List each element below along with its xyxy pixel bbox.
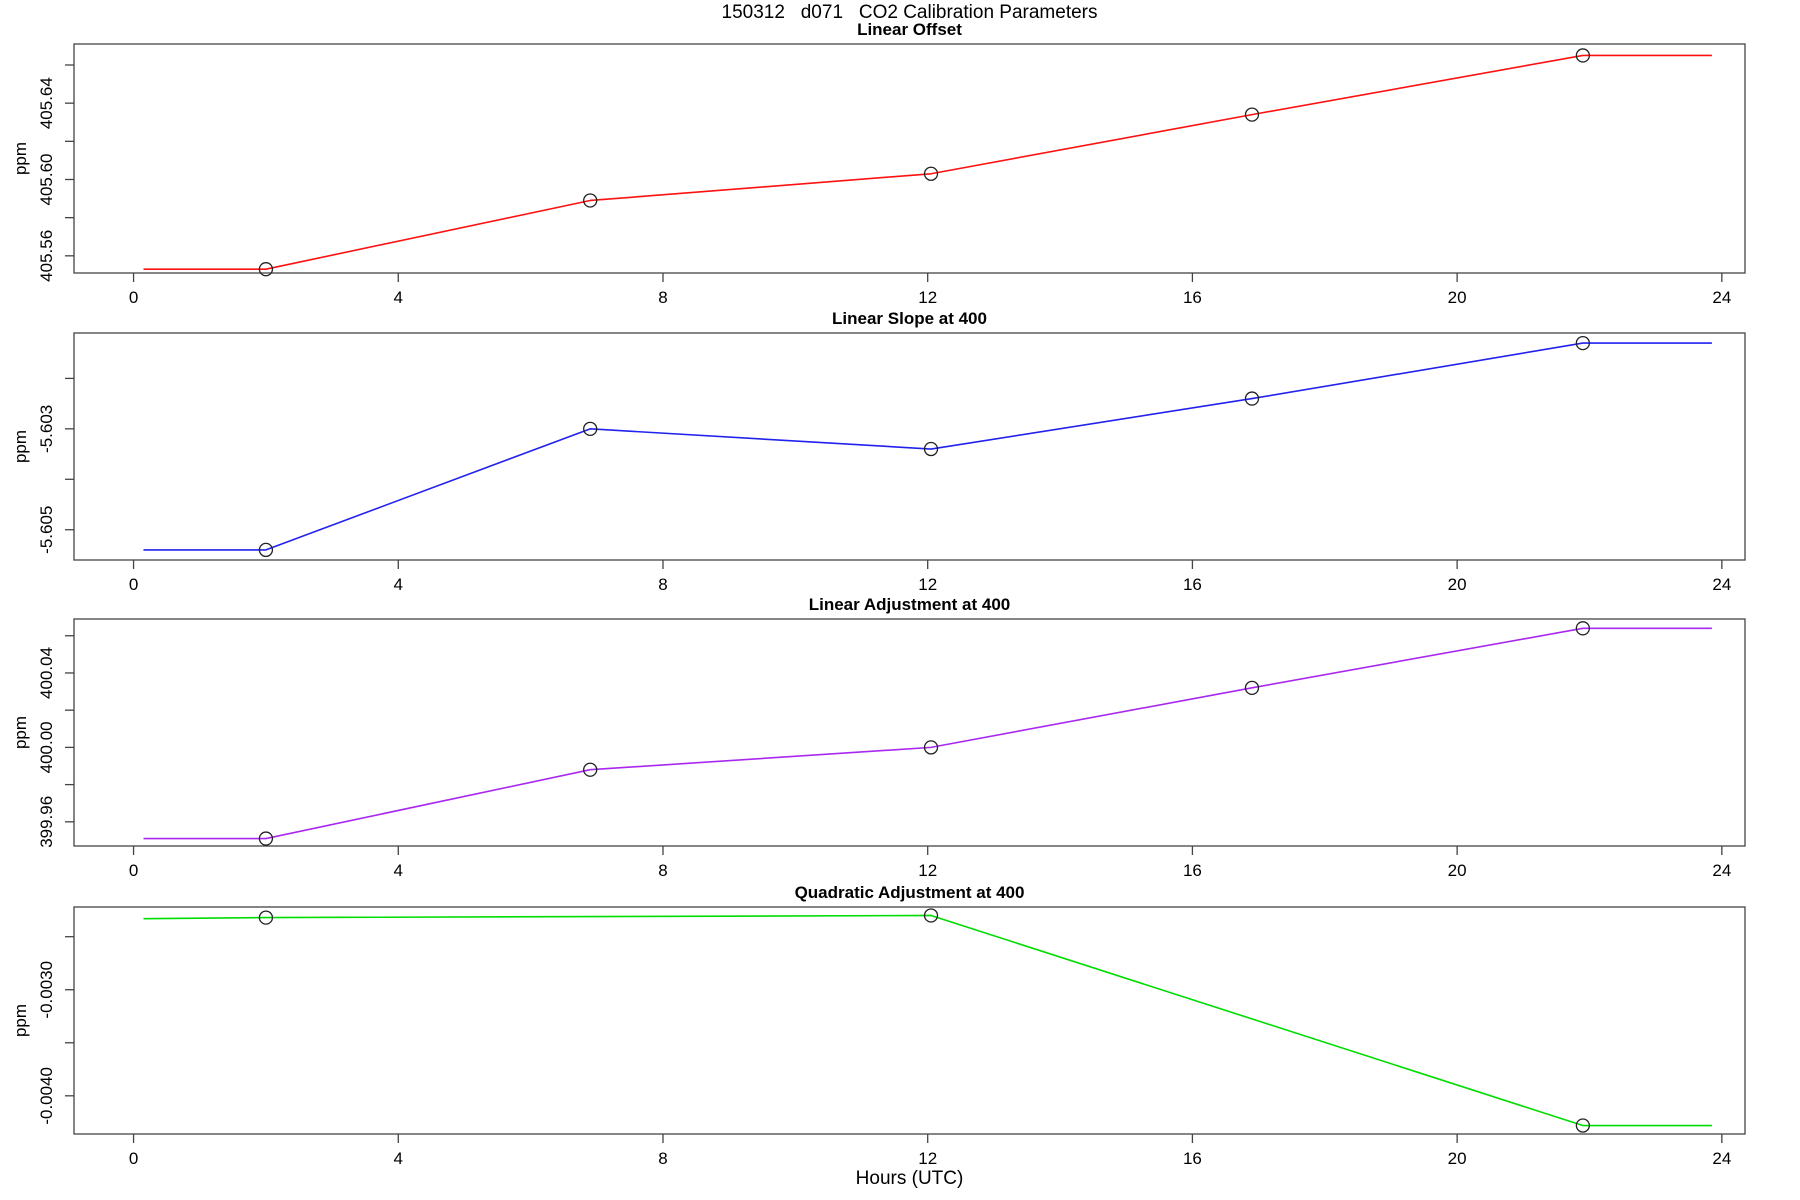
x-tick-label: 8 (658, 1149, 667, 1168)
x-tick-label: 24 (1712, 861, 1731, 880)
x-tick-label: 4 (394, 1149, 403, 1168)
data-point-marker (1244, 680, 1260, 695)
y-axis-label: ppm (11, 430, 30, 463)
x-tick-label: 0 (129, 1149, 138, 1168)
panel-title: Linear Slope at 400 (832, 309, 987, 328)
x-tick-label: 12 (918, 861, 937, 880)
panel-frame (73, 332, 1746, 561)
y-axis-label: ppm (11, 1004, 30, 1037)
x-tick-label: 8 (658, 575, 667, 594)
panel-frame (73, 43, 1746, 274)
x-tick-label: 12 (918, 575, 937, 594)
x-tick-label: 12 (918, 1149, 937, 1168)
x-tick-label: 16 (1183, 861, 1202, 880)
y-tick-label: 400.04 (37, 647, 56, 699)
x-tick-label: 20 (1448, 1149, 1467, 1168)
panel-frame (73, 906, 1746, 1135)
x-tick-label: 24 (1712, 575, 1731, 594)
y-tick-label: 405.56 (37, 230, 56, 282)
x-tick-label: 24 (1712, 288, 1731, 307)
data-line (143, 342, 1712, 551)
y-tick-label: 405.64 (37, 77, 56, 129)
y-tick-label: 400.00 (37, 721, 56, 773)
panel-frame (73, 618, 1746, 847)
data-point-marker (923, 740, 939, 755)
page-title: 150312 d071 CO2 Calibration Parameters (721, 2, 1098, 23)
data-point-marker (1575, 1118, 1591, 1133)
data-point-marker (923, 908, 939, 923)
panel-title: Quadratic Adjustment at 400 (795, 883, 1025, 902)
x-tick-label: 0 (129, 575, 138, 594)
x-tick-label: 0 (129, 288, 138, 307)
x-tick-label: 16 (1183, 575, 1202, 594)
y-tick-label: -5.605 (37, 506, 56, 554)
x-tick-label: 20 (1448, 861, 1467, 880)
data-point-marker (1244, 391, 1260, 406)
data-point-marker (1575, 621, 1591, 636)
x-tick-label: 20 (1448, 288, 1467, 307)
y-tick-label: -0.0040 (37, 1067, 56, 1125)
data-point-marker (923, 441, 939, 457)
x-tick-label: 4 (394, 575, 403, 594)
x-tick-label: 4 (394, 288, 403, 307)
x-axis-title: Hours (UTC) (855, 1168, 964, 1189)
data-point-marker (583, 421, 598, 436)
data-point-marker (258, 831, 274, 846)
data-point-marker (258, 262, 274, 277)
data-line (143, 914, 1712, 1127)
x-tick-label: 16 (1183, 1149, 1202, 1168)
x-tick-label: 8 (658, 288, 667, 307)
x-tick-label: 0 (129, 861, 138, 880)
data-point-marker (1575, 48, 1591, 63)
x-tick-label: 12 (918, 288, 937, 307)
x-tick-label: 4 (394, 861, 403, 880)
data-point-marker (583, 762, 598, 777)
x-tick-label: 24 (1712, 1149, 1731, 1168)
data-line (143, 54, 1712, 270)
y-axis-label: ppm (11, 716, 30, 749)
data-point-marker (258, 542, 274, 558)
data-point-marker (1575, 335, 1591, 351)
y-tick-label: 399.96 (37, 796, 56, 848)
data-point-marker (258, 910, 274, 925)
data-point-marker (1244, 107, 1260, 122)
data-point-marker (923, 166, 939, 181)
x-tick-label: 16 (1183, 288, 1202, 307)
y-tick-label: -5.603 (37, 405, 56, 453)
x-tick-label: 8 (658, 861, 667, 880)
y-tick-label: -0.0030 (37, 961, 56, 1019)
data-line (143, 627, 1712, 840)
panel-title: Linear Offset (857, 20, 962, 39)
data-point-marker (583, 193, 598, 208)
y-tick-label: 405.60 (37, 153, 56, 205)
x-tick-label: 20 (1448, 575, 1467, 594)
y-axis-label: ppm (11, 142, 30, 175)
panel-title: Linear Adjustment at 400 (809, 595, 1011, 614)
